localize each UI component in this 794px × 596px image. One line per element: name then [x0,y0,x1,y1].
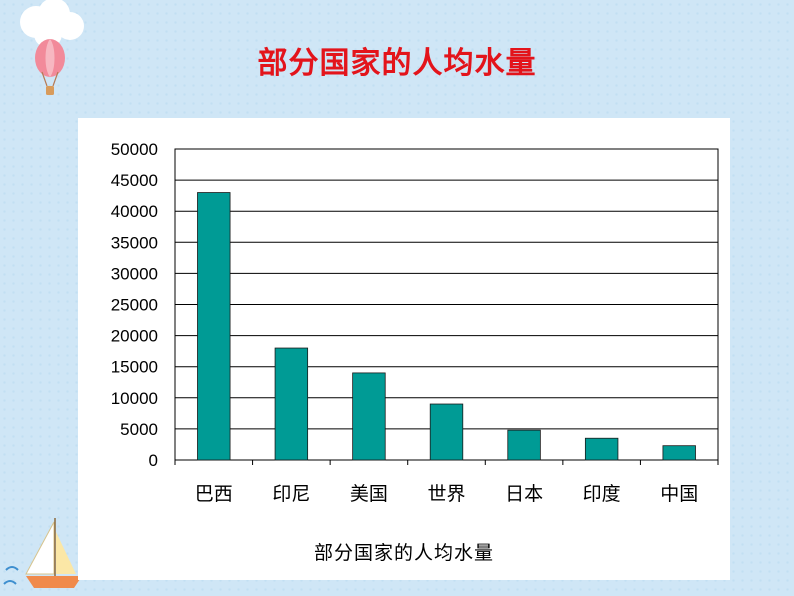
x-category-label: 日本 [505,483,543,505]
y-tick-label: 50000 [111,140,158,159]
x-category-label: 印尼 [272,483,310,505]
y-tick-label: 45000 [111,171,158,190]
x-category-label: 世界 [427,483,465,505]
y-tick-label: 10000 [111,389,158,408]
bar-2 [274,347,309,461]
x-category-label: 中国 [660,483,698,505]
hot-air-balloon-icon [20,0,84,95]
y-tick-label: 20000 [111,327,158,346]
bar-1 [197,192,231,461]
bar-4 [429,403,464,461]
bar-5 [507,429,541,461]
x-category-label: 美国 [350,483,388,505]
y-tick-label: 15000 [111,358,158,377]
bar-6 [584,437,619,461]
bar-3 [352,372,386,461]
sailboat-icon [3,518,82,588]
bar-7 [662,445,696,461]
y-tick-label: 0 [149,451,158,470]
x-category-label: 印度 [583,483,621,505]
y-tick-label: 25000 [111,296,158,315]
y-tick-label: 5000 [120,420,158,439]
y-tick-label: 35000 [111,233,158,252]
slide-title: 部分国家的人均水量 [257,46,537,81]
y-tick-label: 40000 [111,202,158,221]
chart-title: 部分国家的人均水量 [313,542,494,564]
bar-chart: 0 5000 10000 15000 20000 25000 30000 35000 40000… [111,140,719,505]
x-category-label: 巴西 [195,483,233,505]
y-tick-label: 30000 [111,264,158,283]
chart-panel: 0 5000 10000 15000 20000 25000 30000 35000 40000… [78,118,730,580]
